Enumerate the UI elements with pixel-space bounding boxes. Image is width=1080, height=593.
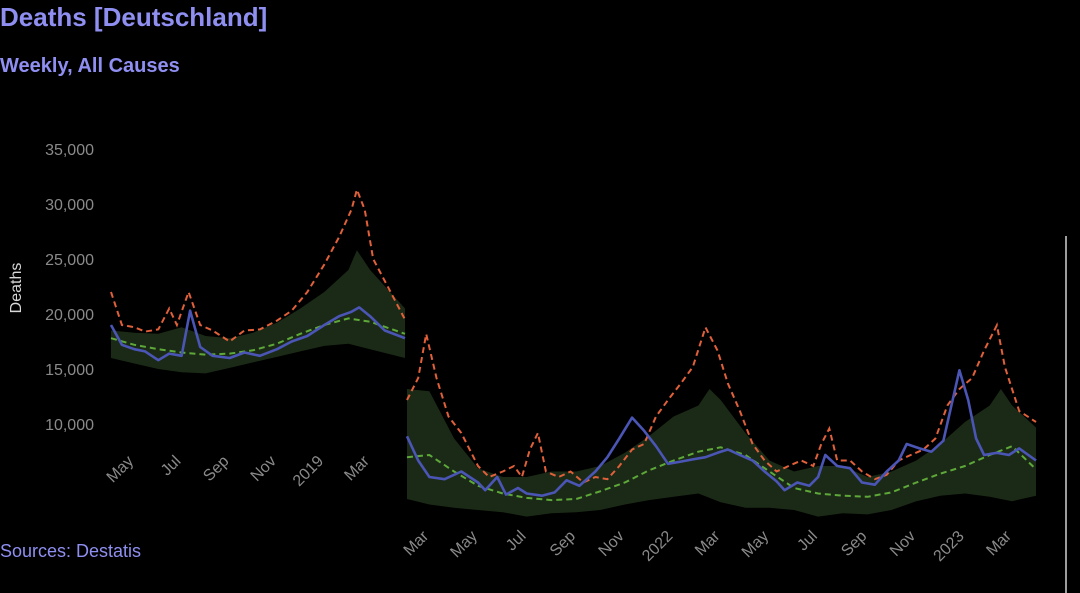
x-tick-label: 2022 xyxy=(639,528,676,565)
x-tick-label: Sep xyxy=(838,528,870,560)
series-expected-line xyxy=(110,317,406,356)
series-actual-line xyxy=(405,368,1037,498)
y-tick-label: 30,000 xyxy=(45,197,94,214)
x-tick-label: 2019 xyxy=(290,453,327,490)
source-note: Sources: Destatis xyxy=(0,541,142,561)
series-upper-line xyxy=(406,322,1037,484)
x-tick-label: May xyxy=(104,453,137,486)
x-tick-label: May xyxy=(739,528,772,561)
y-tick-label: 10,000 xyxy=(45,417,94,434)
series-upper-line xyxy=(110,186,406,343)
x-tick-label: Mar xyxy=(983,527,1015,559)
y-tick-label: 35,000 xyxy=(45,142,94,159)
series-expected-line xyxy=(406,445,1037,502)
x-tick-label: 2023 xyxy=(931,528,968,565)
x-tick-label: Nov xyxy=(887,528,919,560)
y-tick-label: 20,000 xyxy=(45,307,94,324)
x-tick-label: Sep xyxy=(200,453,232,485)
y-tick-label: 15,000 xyxy=(45,362,94,379)
chart-title: Deaths [Deutschland] xyxy=(0,2,268,32)
x-tick-label: Nov xyxy=(248,453,280,485)
x-tick-label: Nov xyxy=(596,528,628,560)
x-tick-label: Jul xyxy=(158,453,184,479)
series-actual-line xyxy=(109,306,406,362)
x-tick-label: Jul xyxy=(794,528,820,554)
x-tick-label: Sep xyxy=(547,528,579,560)
x-tick-label: Mar xyxy=(692,527,724,559)
y-axis: 10,000 15,000 20,000 25,000 30,000 35,000 xyxy=(45,142,94,434)
chart-subtitle: Weekly, All Causes xyxy=(0,55,180,77)
panel-right: Mar May Jul Sep Nov 2022 Mar May Jul Sep Nov 2023 Ma… xyxy=(401,322,1037,565)
y-axis-label: Deaths xyxy=(8,263,25,314)
x-tick-label: Mar xyxy=(341,452,373,484)
panel-left: May Jul Sep Nov 2019 Mar xyxy=(104,186,406,490)
x-tick-label: Jul xyxy=(503,528,529,554)
x-tick-label: Mar xyxy=(401,527,433,559)
x-tick-label: May xyxy=(447,528,480,561)
y-tick-label: 25,000 xyxy=(45,252,94,269)
